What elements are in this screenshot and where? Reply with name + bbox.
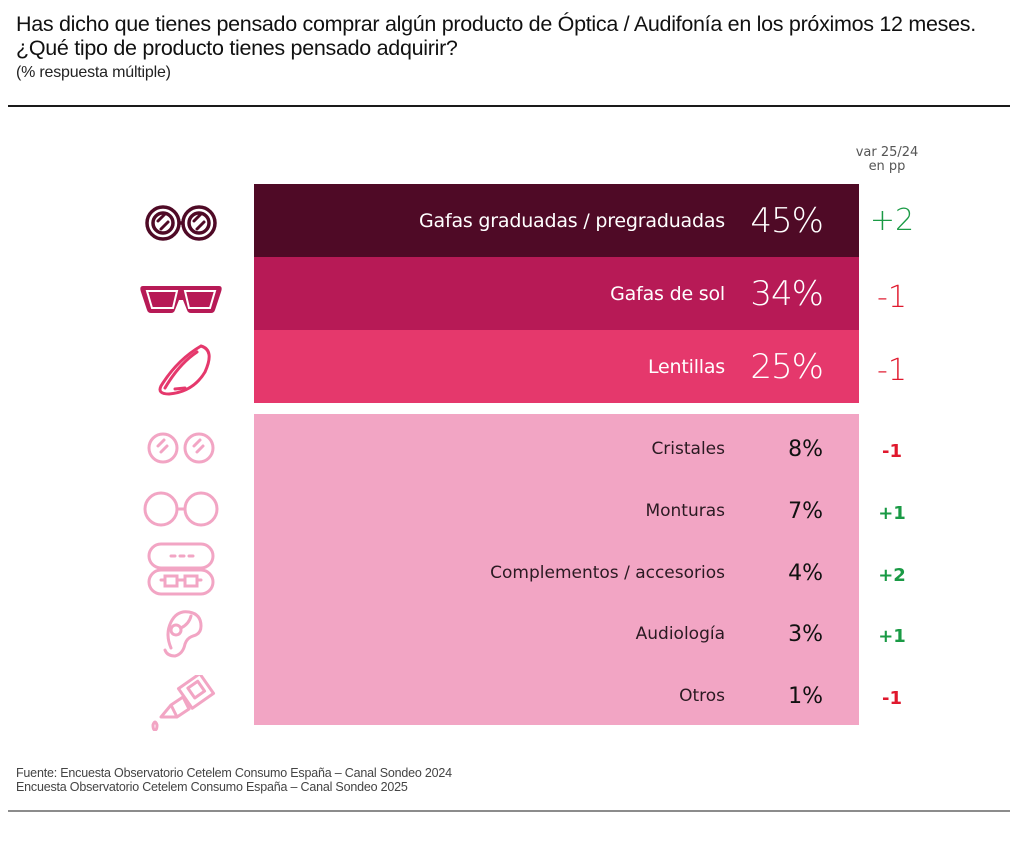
- row-value: 4%: [788, 560, 823, 586]
- row-otros: Otros 1%: [254, 665, 859, 727]
- variation-value: +2: [878, 564, 906, 586]
- row-label: Audiología: [635, 624, 725, 644]
- variation-header-line1: var 25/24: [855, 145, 919, 160]
- bar-gafas-sol: Gafas de sol 34%: [254, 257, 859, 330]
- source-note: Fuente: Encuesta Observatorio Cetelem Co…: [16, 766, 452, 794]
- bar-value: 45%: [750, 200, 824, 241]
- chart-subtitle: (% respuesta múltiple): [16, 64, 171, 81]
- row-label: Cristales: [651, 439, 725, 459]
- variation-value: +2: [869, 203, 915, 238]
- row-monturas: Monturas 7%: [254, 480, 859, 542]
- row-value: 1%: [788, 683, 823, 709]
- bar-label: Gafas de sol: [610, 282, 725, 305]
- bottom-divider: [8, 810, 1010, 812]
- bar-gafas-graduadas: Gafas graduadas / pregraduadas 45%: [254, 184, 859, 257]
- sunglasses-icon: [135, 270, 227, 326]
- bar-value: 34%: [750, 273, 824, 314]
- variation-value: -1: [882, 687, 902, 709]
- variation-value: +1: [878, 625, 906, 647]
- variation-value: -1: [877, 353, 907, 388]
- variation-header-line2: en pp: [868, 159, 906, 174]
- row-audiologia: Audiología 3%: [254, 603, 859, 665]
- prescription-glasses-icon: [135, 195, 227, 251]
- row-label: Monturas: [645, 501, 725, 521]
- chart-title: Has dicho que tienes pensado comprar alg…: [16, 12, 976, 60]
- frames-icon: [135, 481, 227, 537]
- source-line-2: Encuesta Observatorio Cetelem Consumo Es…: [16, 780, 408, 794]
- row-complementos: Complementos / accesorios 4%: [254, 542, 859, 604]
- variation-value: -1: [877, 279, 907, 315]
- row-label: Otros: [679, 686, 725, 706]
- hearing-aid-icon: [135, 604, 227, 660]
- row-value: 3%: [788, 621, 823, 647]
- bar-value: 25%: [750, 346, 824, 387]
- eye-drops-icon: [135, 672, 227, 732]
- variation-value: +1: [878, 502, 906, 524]
- row-value: 7%: [788, 498, 823, 524]
- variation-value: -1: [882, 440, 902, 462]
- source-line-1: Fuente: Encuesta Observatorio Cetelem Co…: [16, 766, 452, 780]
- bar-label: Gafas graduadas / pregraduadas: [419, 209, 725, 232]
- variation-header: var 25/24 en pp: [850, 146, 924, 174]
- contact-lens-icon: [135, 342, 227, 398]
- top-divider: [8, 105, 1010, 107]
- row-value: 8%: [788, 436, 823, 462]
- row-cristales: Cristales 8%: [254, 418, 859, 480]
- minor-items-box: [254, 414, 859, 725]
- lenses-icon: [135, 420, 227, 476]
- bar-label: Lentillas: [647, 355, 725, 378]
- row-label: Complementos / accesorios: [490, 563, 725, 583]
- bar-lentillas: Lentillas 25%: [254, 330, 859, 403]
- glasses-case-icon: [135, 542, 227, 598]
